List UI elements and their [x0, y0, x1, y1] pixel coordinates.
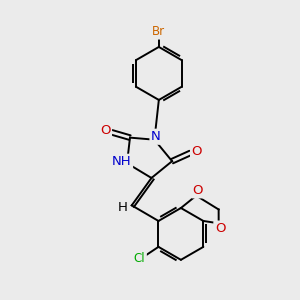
- Text: H: H: [117, 201, 127, 214]
- Text: Cl: Cl: [134, 252, 146, 265]
- Text: O: O: [193, 184, 203, 197]
- Text: N: N: [151, 130, 161, 143]
- Text: O: O: [192, 145, 202, 158]
- Text: O: O: [215, 222, 225, 235]
- Text: NH: NH: [112, 155, 131, 168]
- Text: Br: Br: [152, 25, 165, 38]
- Text: O: O: [100, 124, 110, 137]
